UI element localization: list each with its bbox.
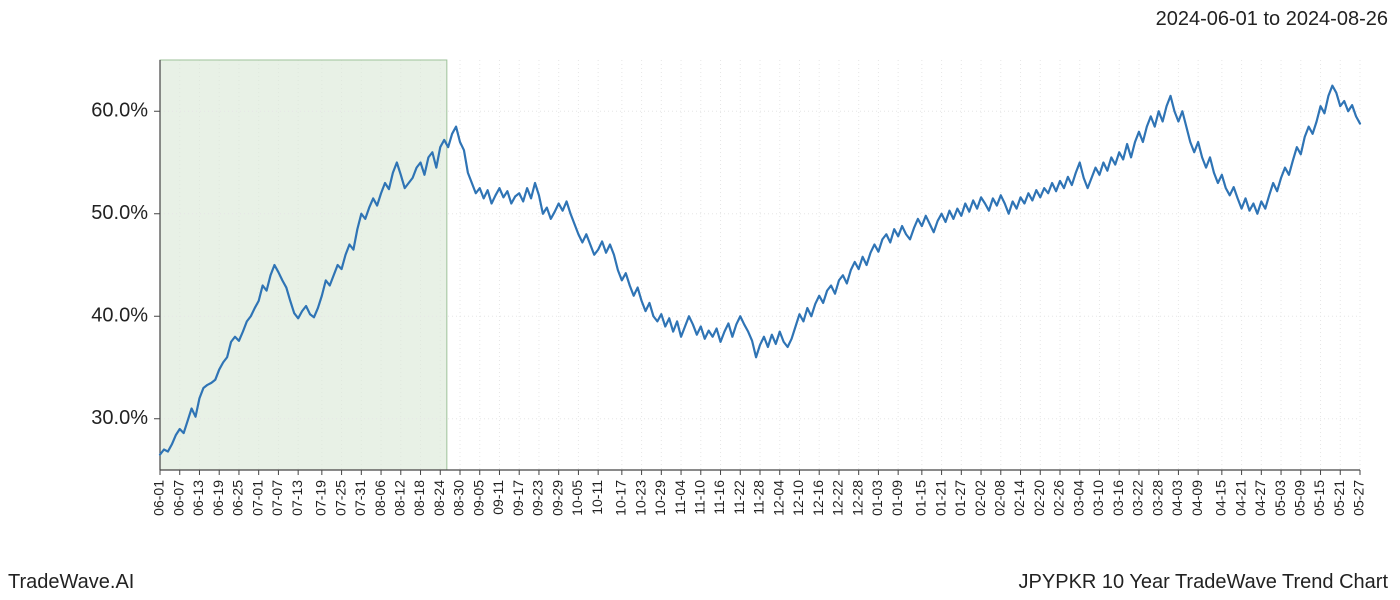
x-tick-label: 05-27 xyxy=(1351,480,1367,516)
x-tick-label: 10-11 xyxy=(589,480,605,515)
brand-label: TradeWave.AI xyxy=(8,571,134,594)
x-tick-label: 01-21 xyxy=(932,480,948,516)
x-tick-label: 02-14 xyxy=(1011,480,1027,516)
y-tick-label: 30.0% xyxy=(91,407,148,429)
x-tick-label: 01-27 xyxy=(952,480,968,516)
highlight-band xyxy=(160,60,447,470)
x-tick-label: 08-30 xyxy=(451,480,467,516)
x-tick-label: 05-21 xyxy=(1331,480,1347,516)
y-tick-label: 60.0% xyxy=(91,100,148,122)
x-tick-label: 02-26 xyxy=(1051,480,1067,516)
x-tick-label: 12-10 xyxy=(790,480,806,516)
x-tick-label: 03-22 xyxy=(1130,480,1146,516)
x-tick-label: 04-21 xyxy=(1232,480,1248,516)
x-tick-label: 09-05 xyxy=(470,480,486,516)
x-tick-label: 11-04 xyxy=(672,480,688,515)
x-tick-label: 12-28 xyxy=(849,480,865,516)
x-tick-label: 01-03 xyxy=(869,480,885,516)
x-tick-label: 10-17 xyxy=(613,480,629,516)
x-tick-label: 04-03 xyxy=(1169,480,1185,516)
x-tick-label: 06-25 xyxy=(230,480,246,516)
x-tick-label: 07-31 xyxy=(352,480,368,516)
x-tick-label: 03-04 xyxy=(1070,480,1086,516)
x-tick-label: 09-23 xyxy=(530,480,546,516)
x-tick-label: 06-13 xyxy=(190,480,206,516)
x-tick-label: 07-25 xyxy=(332,480,348,516)
chart-area: 30.0% 40.0% 50.0% 60.0% 06-0106-0706-1306-19… xyxy=(60,40,1380,550)
x-tick-label: 07-07 xyxy=(269,480,285,516)
x-tick-label: 09-17 xyxy=(510,480,526,516)
x-tick-label: 06-19 xyxy=(210,480,226,516)
x-tick-label: 11-28 xyxy=(751,480,767,515)
x-tick-label: 06-07 xyxy=(170,480,186,516)
x-tick-label: 03-16 xyxy=(1110,480,1126,516)
x-tick-label: 05-03 xyxy=(1272,480,1288,516)
x-tick-label: 07-13 xyxy=(289,480,305,516)
x-tick-label: 03-10 xyxy=(1090,480,1106,516)
x-tick-label: 08-18 xyxy=(411,480,427,516)
x-tick-label: 04-27 xyxy=(1252,480,1268,516)
x-tick-label: 08-12 xyxy=(391,480,407,516)
x-tick-label: 02-02 xyxy=(972,480,988,516)
x-tick-label: 07-01 xyxy=(249,480,265,516)
x-tick-label: 11-16 xyxy=(711,480,727,515)
x-tick-label: 02-20 xyxy=(1031,480,1047,516)
chart-caption: JPYPKR 10 Year TradeWave Trend Chart xyxy=(1019,571,1388,594)
x-tick-label: 11-10 xyxy=(691,480,707,515)
date-range-label: 2024-06-01 to 2024-08-26 xyxy=(1156,8,1388,31)
x-tick-label: 05-09 xyxy=(1291,480,1307,516)
y-tick-label: 40.0% xyxy=(91,305,148,327)
x-tick-label: 10-05 xyxy=(569,480,585,516)
x-tick-label: 08-24 xyxy=(431,480,447,516)
y-tick-label: 50.0% xyxy=(91,202,148,224)
x-tick-label: 10-23 xyxy=(632,480,648,516)
line-chart: 30.0% 40.0% 50.0% 60.0% 06-0106-0706-1306-19… xyxy=(60,40,1380,550)
x-tick-label: 03-28 xyxy=(1149,480,1165,516)
x-tick-label: 12-04 xyxy=(770,480,786,516)
x-tick-label: 09-29 xyxy=(549,480,565,516)
x-tick-label: 01-15 xyxy=(913,480,929,516)
x-tick-label: 09-11 xyxy=(490,480,506,515)
x-tick-label: 05-15 xyxy=(1311,480,1327,516)
x-tick-label: 07-19 xyxy=(313,480,329,516)
x-tick-label: 10-29 xyxy=(652,480,668,516)
x-tick-label: 12-16 xyxy=(810,480,826,516)
x-tick-label: 04-09 xyxy=(1189,480,1205,516)
x-tick-label: 08-06 xyxy=(372,480,388,516)
chart-container: { "header": { "date_range": "2024-06-01 … xyxy=(0,0,1400,600)
x-tick-label: 04-15 xyxy=(1213,480,1229,516)
x-tick-label: 01-09 xyxy=(889,480,905,516)
x-tick-label: 02-08 xyxy=(991,480,1007,516)
x-tick-label: 11-22 xyxy=(731,480,747,515)
x-tick-label: 06-01 xyxy=(151,480,167,516)
x-tick-label: 12-22 xyxy=(830,480,846,516)
